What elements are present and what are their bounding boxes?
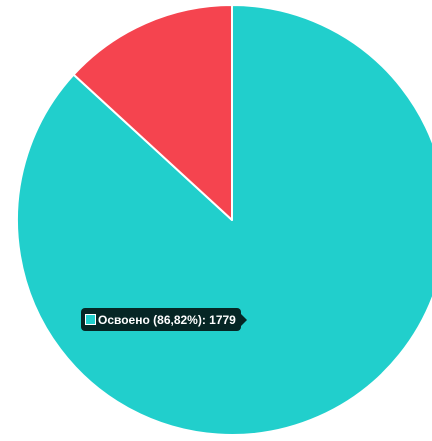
pie-slices — [16, 4, 432, 436]
tooltip-text: Освоено (86,82%): 1779 — [98, 312, 236, 327]
pie-slice-2[interactable] — [72, 4, 233, 221]
tooltip-color-swatch — [85, 314, 96, 325]
chart-tooltip: Освоено (86,82%): 1779 — [81, 308, 247, 331]
